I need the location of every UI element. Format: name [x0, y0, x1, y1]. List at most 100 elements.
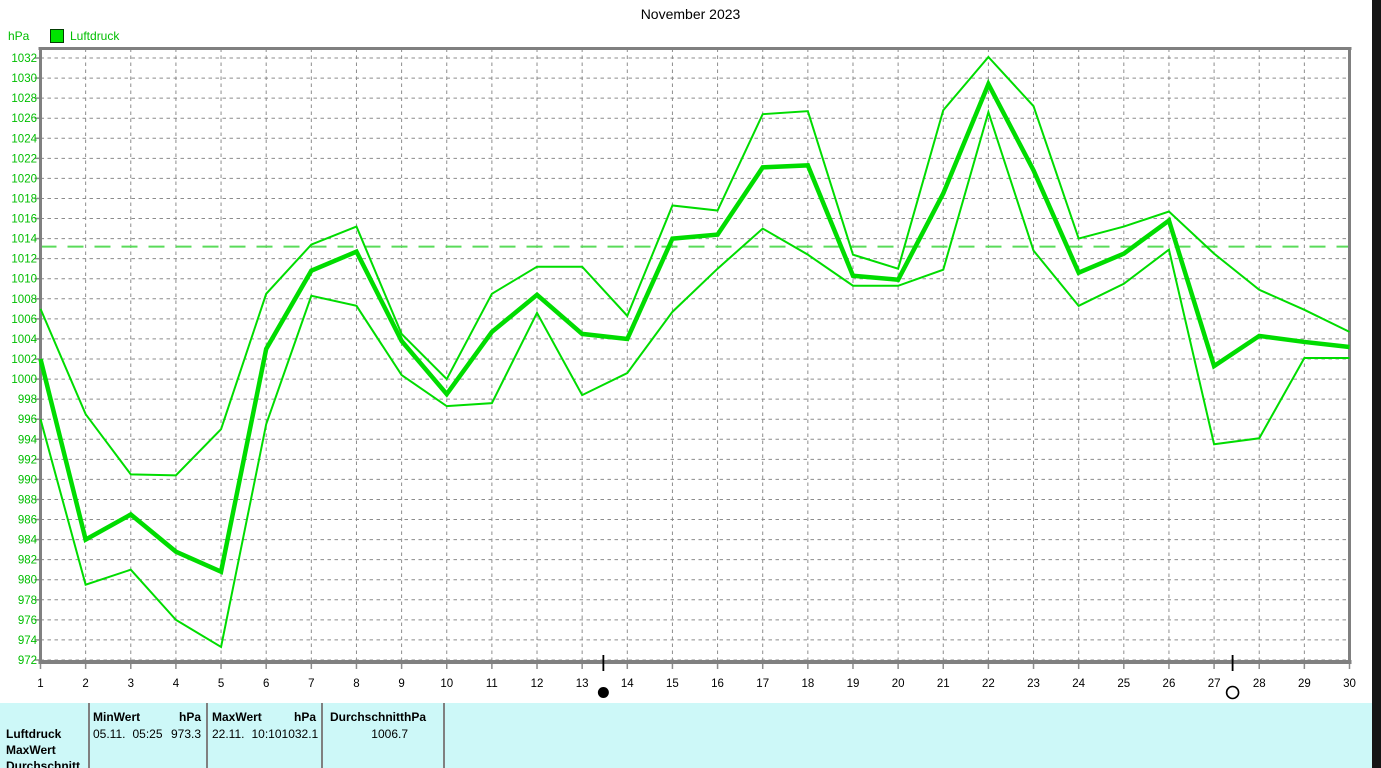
x-axis-label: 29	[1298, 678, 1311, 690]
x-axis-label: 8	[353, 678, 359, 690]
x-axis-label: 13	[576, 678, 589, 690]
x-axis-label: 21	[937, 678, 950, 690]
y-axis-label: 1026	[11, 113, 37, 125]
table-separator	[443, 703, 445, 768]
window-right-edge	[1372, 0, 1381, 768]
durchschnitt-value: 1006.7	[371, 727, 408, 741]
pressure-daily-min-line	[39, 108, 1350, 649]
minwert-value: 973.3	[170, 727, 201, 741]
x-axis-label: 10	[440, 678, 453, 690]
y-axis-label: 974	[18, 635, 38, 647]
y-axis-label: 1004	[11, 334, 37, 346]
minwert-date: 05.11.	[93, 727, 126, 741]
y-axis-label: 1024	[11, 133, 37, 145]
y-axis-label: 986	[18, 515, 37, 527]
x-axis-label: 30	[1343, 678, 1356, 690]
y-axis-unit-label: hPa	[8, 29, 30, 43]
x-axis-label: 11	[486, 678, 498, 690]
durchschnitt-header-label: Durchschnitt	[330, 710, 405, 724]
x-axis-label: 17	[756, 678, 769, 690]
y-axis-label: 1008	[11, 294, 37, 306]
x-axis-label: 19	[847, 678, 860, 690]
pressure-chart: 9729749769789809829849869889909929949969…	[11, 47, 1356, 700]
y-axis-label: 1012	[11, 254, 37, 266]
pressure-daily-max-line	[39, 55, 1350, 477]
minwert-value-row: 05.11. 05:25 973.3	[93, 727, 201, 741]
y-axis-label: 1014	[11, 234, 37, 246]
y-axis-label: 1006	[11, 314, 37, 326]
table-separator	[206, 703, 208, 768]
minwert-time: 05:25	[132, 727, 163, 741]
maxwert-date: 22.11.	[212, 727, 245, 741]
x-axis-label: 9	[398, 678, 404, 690]
x-axis-label: 4	[173, 678, 180, 690]
x-axis-label: 18	[801, 678, 814, 690]
x-axis-label: 3	[128, 678, 134, 690]
x-axis-label: 24	[1072, 678, 1085, 690]
y-axis-label: 990	[18, 474, 37, 486]
maxwert-datetime: 22.11. 10:10	[212, 727, 282, 741]
full-moon-icon	[1225, 685, 1240, 700]
minwert-header-unit: hPa	[178, 710, 201, 724]
x-axis-label: 25	[1117, 678, 1130, 690]
x-axis-label: 28	[1253, 678, 1266, 690]
y-axis-label: 1016	[11, 214, 37, 226]
y-axis-label: 972	[18, 655, 37, 667]
minwert-datetime: 05.11. 05:25	[93, 727, 163, 741]
x-axis-label: 7	[308, 678, 314, 690]
maxwert-header: MaxWert hPa	[212, 710, 316, 724]
x-axis-label: 16	[711, 678, 724, 690]
durchschnitt-header: Durchschnitt hPa	[330, 710, 426, 724]
row-label-maxwert: MaxWert	[6, 743, 56, 757]
y-axis-label: 984	[18, 535, 38, 547]
y-axis-label: 1030	[11, 73, 37, 85]
y-axis-label: 994	[18, 434, 38, 446]
legend: Luftdruck	[50, 29, 119, 43]
maxwert-header-label: MaxWert	[212, 710, 262, 724]
x-axis-label: 22	[982, 678, 995, 690]
y-axis-label: 998	[18, 394, 37, 406]
y-axis-label: 978	[18, 595, 37, 607]
pressure-daily-mean-line	[38, 78, 1350, 575]
x-axis-label: 15	[666, 678, 679, 690]
row-label-luftdruck: Luftdruck	[6, 727, 62, 741]
maxwert-time: 10:10	[251, 727, 282, 741]
summary-table: Luftdruck MaxWert Durchschnitt MinWert h…	[0, 703, 1381, 768]
y-axis-label: 1002	[11, 354, 37, 366]
durchschnitt-header-unit: hPa	[404, 710, 427, 724]
x-axis-label: 6	[263, 678, 269, 690]
x-axis-label: 27	[1208, 678, 1221, 690]
legend-label: Luftdruck	[70, 29, 120, 43]
new-moon-icon	[597, 687, 609, 698]
y-axis-label: 1018	[11, 193, 37, 205]
y-axis-label: 982	[18, 555, 37, 567]
y-axis-label: 1020	[11, 173, 37, 185]
minwert-header: MinWert hPa	[93, 710, 201, 724]
y-axis-label: 1028	[11, 93, 37, 105]
x-axis-label: 20	[892, 678, 905, 690]
y-axis-label: 1022	[11, 153, 37, 165]
table-separator	[88, 703, 90, 768]
row-label-durchschnitt: Durchschnitt	[6, 759, 81, 768]
legend-color-swatch-icon	[50, 29, 64, 43]
maxwert-header-unit: hPa	[293, 710, 316, 724]
x-axis-label: 2	[82, 678, 88, 690]
y-axis-label: 980	[18, 575, 37, 587]
y-axis-label: 1032	[11, 53, 37, 65]
x-axis-label: 26	[1163, 678, 1176, 690]
x-axis-label: 12	[531, 678, 544, 690]
x-axis-label: 14	[621, 678, 634, 690]
y-axis-label: 992	[18, 454, 37, 466]
x-axis-label: 1	[37, 678, 43, 690]
table-separator	[321, 703, 323, 768]
minwert-header-label: MinWert	[93, 710, 141, 724]
y-axis-label: 976	[18, 615, 37, 627]
x-axis-label: 23	[1027, 678, 1040, 690]
y-axis-label: 1000	[11, 374, 37, 386]
maxwert-value: 1032.1	[281, 727, 319, 741]
chart-title: November 2023	[640, 6, 741, 22]
x-axis-label: 5	[218, 678, 224, 690]
y-axis-label: 988	[18, 494, 37, 506]
y-axis-label: 1010	[11, 274, 37, 286]
